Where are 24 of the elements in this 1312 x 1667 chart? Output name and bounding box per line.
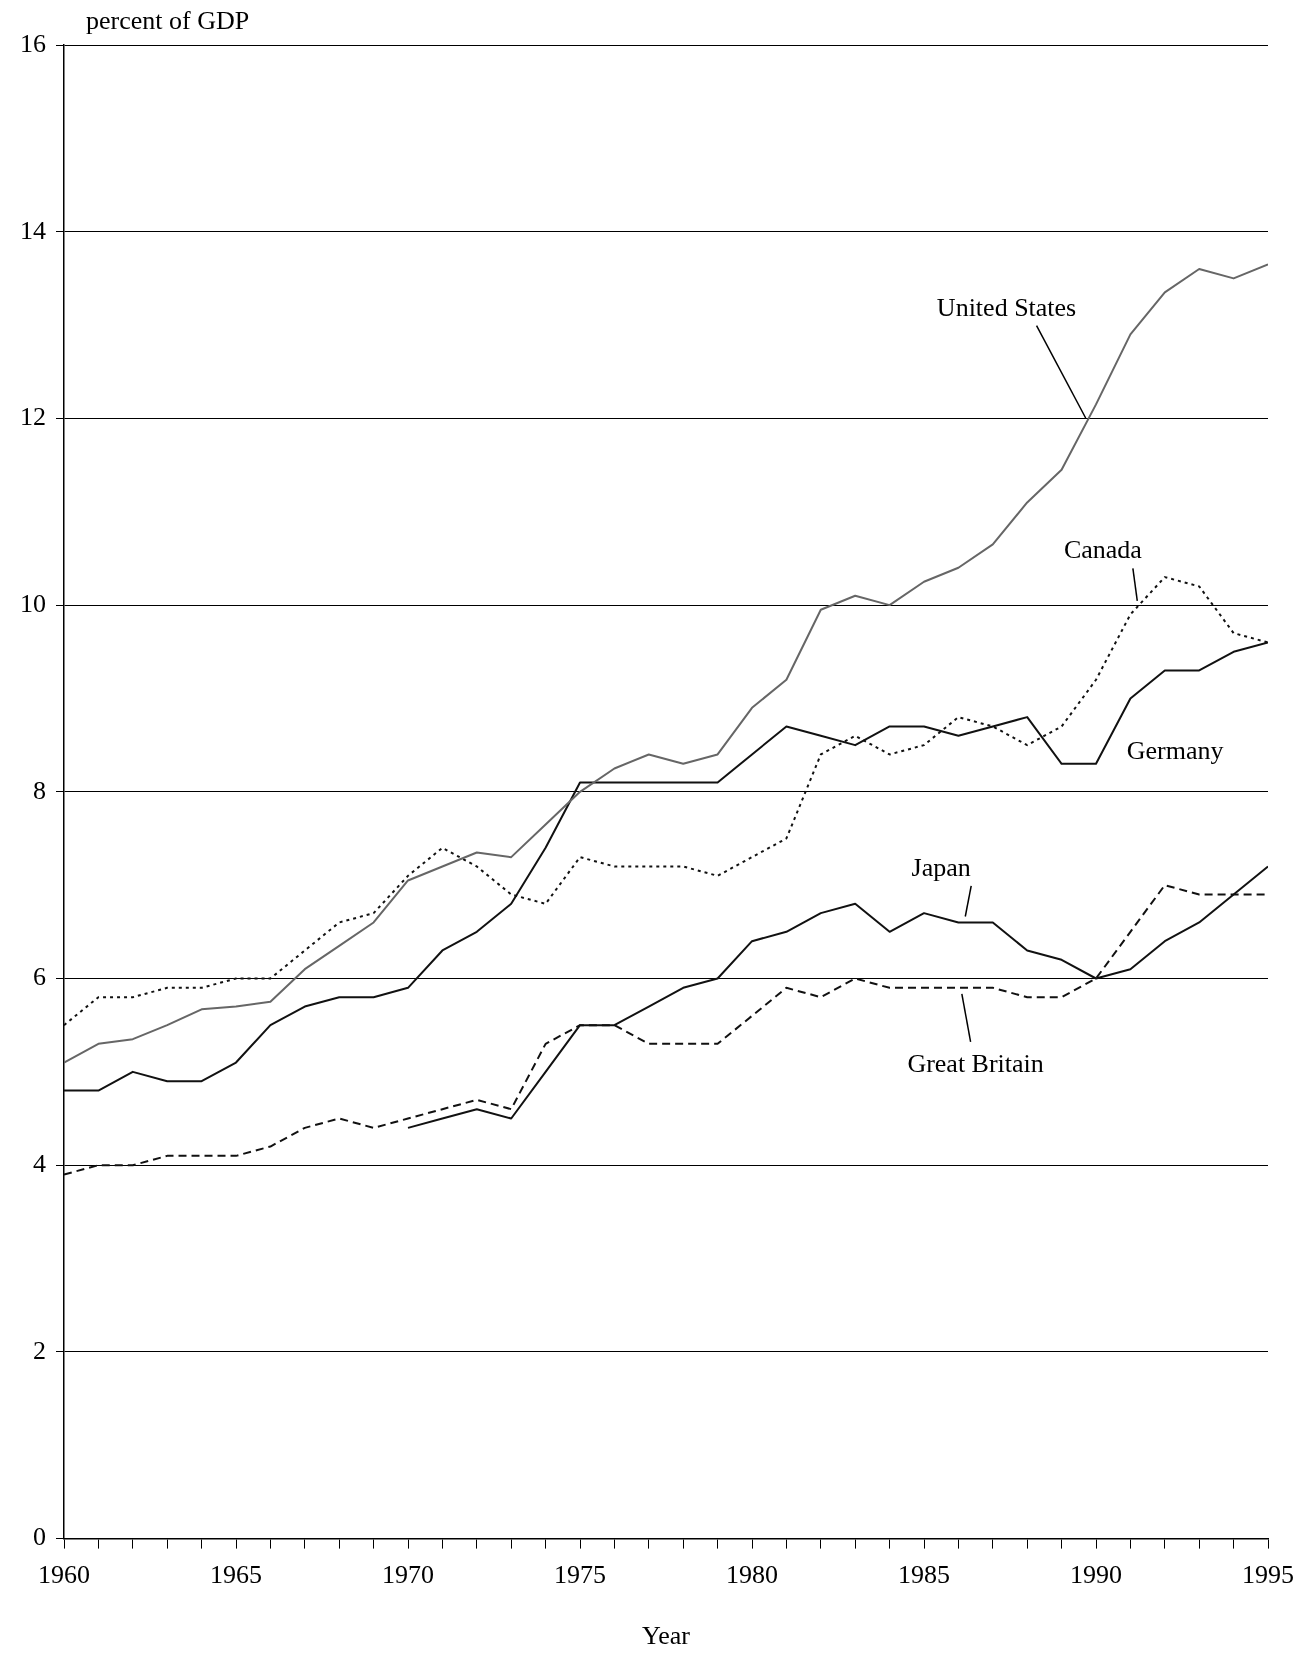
y-tick-label: 4 xyxy=(33,1149,46,1179)
series-label: Japan xyxy=(911,852,971,882)
x-tick-label: 1985 xyxy=(898,1560,950,1590)
y-tick-label: 8 xyxy=(33,775,46,805)
y-tick-label: 6 xyxy=(33,962,46,992)
y-tick-label: 12 xyxy=(20,402,46,432)
series-label: Germany xyxy=(1126,736,1224,766)
x-tick-label: 1970 xyxy=(382,1560,434,1590)
y-tick-label: 14 xyxy=(20,215,46,245)
y-tick-label: 0 xyxy=(33,1522,46,1552)
x-tick-label: 1990 xyxy=(1070,1560,1122,1590)
y-tick-label: 10 xyxy=(20,588,46,618)
y-axis-title: percent of GDP xyxy=(86,6,250,35)
series-label: Great Britain xyxy=(907,1048,1044,1078)
x-tick-label: 1965 xyxy=(210,1560,262,1590)
y-tick-label: 16 xyxy=(20,28,46,58)
x-tick-label: 1975 xyxy=(554,1560,606,1590)
text: United States xyxy=(936,292,1077,322)
x-tick-label: 1995 xyxy=(1242,1560,1294,1590)
y-tick-label: 2 xyxy=(33,1335,46,1365)
x-axis-title: Year xyxy=(642,1621,691,1651)
series-label: Canada xyxy=(1063,535,1143,565)
x-tick-label: 1980 xyxy=(726,1560,778,1590)
x-tick-label: 1960 xyxy=(38,1560,90,1590)
